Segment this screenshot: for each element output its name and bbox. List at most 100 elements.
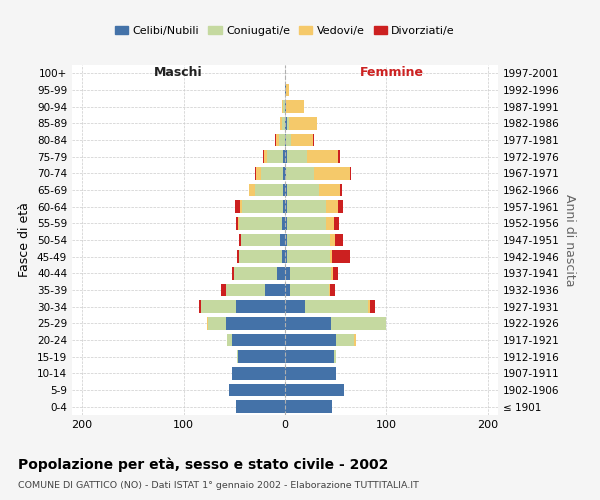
Bar <box>242 200 283 213</box>
Bar <box>265 284 285 296</box>
Bar <box>286 167 314 179</box>
Bar <box>338 200 343 213</box>
Bar <box>329 284 335 296</box>
Bar <box>313 134 314 146</box>
Bar <box>354 334 356 346</box>
Bar <box>236 217 238 230</box>
Bar <box>199 300 201 313</box>
Bar <box>287 117 289 130</box>
Bar <box>286 84 289 96</box>
Bar <box>287 250 329 263</box>
Bar <box>208 317 226 330</box>
Bar <box>267 150 283 163</box>
Bar <box>283 167 285 179</box>
Bar <box>329 234 335 246</box>
Bar <box>335 234 343 246</box>
Bar <box>229 384 285 396</box>
Bar <box>329 250 332 263</box>
Bar <box>285 100 286 113</box>
Bar <box>340 184 342 196</box>
Bar <box>350 167 351 179</box>
Bar <box>285 134 286 146</box>
Bar <box>338 150 340 163</box>
Bar <box>241 200 242 213</box>
Bar <box>238 250 239 263</box>
Bar <box>283 200 285 213</box>
Bar <box>287 150 307 163</box>
Bar <box>285 200 287 213</box>
Bar <box>331 267 332 280</box>
Bar <box>264 150 267 163</box>
Bar <box>290 267 331 280</box>
Bar <box>331 317 386 330</box>
Bar <box>287 184 319 196</box>
Bar <box>232 267 234 280</box>
Bar <box>250 184 254 196</box>
Bar <box>260 167 283 179</box>
Bar <box>238 350 285 363</box>
Bar <box>334 350 336 363</box>
Bar <box>286 134 291 146</box>
Y-axis label: Anni di nascita: Anni di nascita <box>563 194 576 286</box>
Bar <box>285 184 287 196</box>
Bar <box>368 300 370 313</box>
Bar <box>290 284 329 296</box>
Bar <box>239 234 241 246</box>
Bar <box>263 150 264 163</box>
Bar <box>236 300 285 313</box>
Bar <box>201 300 236 313</box>
Bar <box>307 150 338 163</box>
Bar <box>282 217 285 230</box>
Bar <box>285 367 336 380</box>
Bar <box>285 250 287 263</box>
Bar <box>285 84 286 96</box>
Bar <box>241 234 280 246</box>
Bar <box>285 167 286 179</box>
Bar <box>326 200 338 213</box>
Bar <box>280 117 282 130</box>
Bar <box>279 134 285 146</box>
Bar <box>285 234 287 246</box>
Bar <box>254 167 256 179</box>
Bar <box>227 334 232 346</box>
Bar <box>289 117 317 130</box>
Bar <box>238 217 239 230</box>
Bar <box>285 150 287 163</box>
Bar <box>232 334 285 346</box>
Bar <box>283 100 285 113</box>
Text: Maschi: Maschi <box>154 66 203 79</box>
Bar <box>287 200 326 213</box>
Bar <box>285 300 305 313</box>
Bar <box>235 200 241 213</box>
Bar <box>282 117 285 130</box>
Bar <box>326 217 334 230</box>
Bar <box>234 267 277 280</box>
Text: COMUNE DI GATTICO (NO) - Dati ISTAT 1° gennaio 2002 - Elaborazione TUTTITALIA.IT: COMUNE DI GATTICO (NO) - Dati ISTAT 1° g… <box>18 481 419 490</box>
Bar <box>287 234 329 246</box>
Bar <box>285 350 334 363</box>
Y-axis label: Fasce di età: Fasce di età <box>19 202 31 278</box>
Bar <box>239 217 282 230</box>
Bar <box>283 150 285 163</box>
Bar <box>232 367 285 380</box>
Bar <box>370 300 375 313</box>
Bar <box>282 250 285 263</box>
Bar <box>226 284 265 296</box>
Text: Femmine: Femmine <box>359 66 424 79</box>
Bar <box>314 167 350 179</box>
Bar <box>239 250 282 263</box>
Bar <box>334 217 339 230</box>
Bar <box>336 334 354 346</box>
Bar <box>332 250 350 263</box>
Bar <box>285 217 287 230</box>
Bar <box>283 184 285 196</box>
Bar <box>226 317 285 330</box>
Bar <box>285 317 331 330</box>
Bar <box>285 267 290 280</box>
Bar <box>291 134 313 146</box>
Bar <box>285 400 332 413</box>
Bar <box>254 184 283 196</box>
Bar <box>285 334 336 346</box>
Bar <box>275 134 276 146</box>
Bar <box>332 267 338 280</box>
